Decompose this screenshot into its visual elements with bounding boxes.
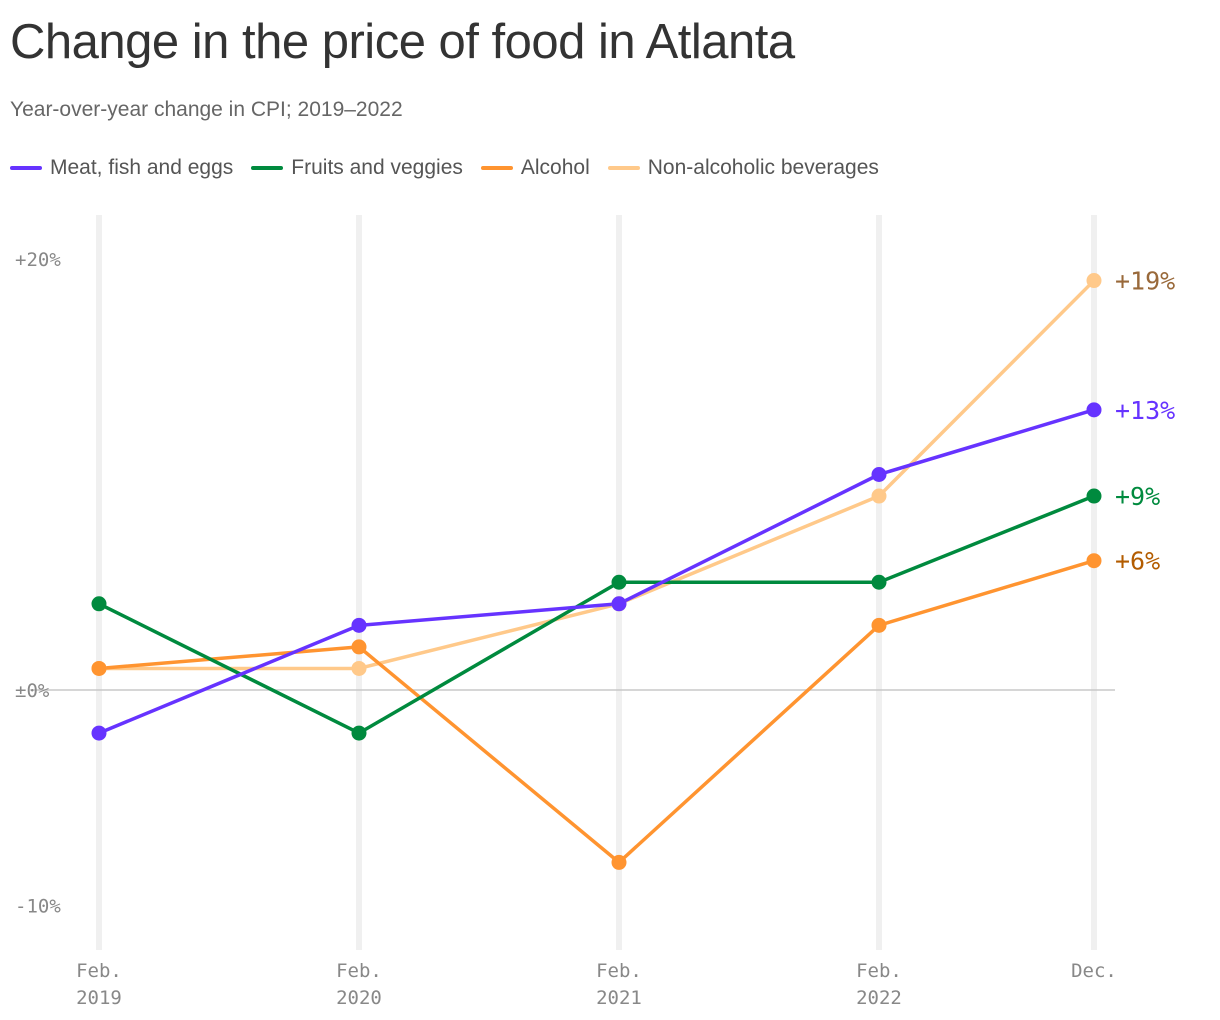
legend-item: Non-alcoholic beverages — [607, 156, 879, 180]
legend-swatch — [10, 166, 42, 170]
legend-label: Meat, fish and eggs — [50, 156, 234, 179]
legend-label: Fruits and veggies — [291, 156, 463, 179]
end-value-label: +9% — [1115, 482, 1160, 511]
legend-item: Meat, fish and eggs — [10, 156, 233, 180]
chart-subtitle: Year-over-year change in CPI; 2019–2022 — [10, 98, 403, 121]
y-tick-label: ±0% — [15, 680, 50, 702]
y-tick-label: +20% — [15, 249, 61, 271]
data-point — [91, 596, 107, 612]
data-point — [351, 725, 367, 741]
chart-title: Change in the price of food in Atlanta — [10, 15, 795, 69]
end-value-label: +19% — [1115, 267, 1175, 296]
data-point — [1086, 402, 1102, 418]
end-value-label: +13% — [1115, 396, 1175, 425]
legend: Meat, fish and eggs Fruits and veggies Alc… — [10, 156, 879, 180]
data-point — [871, 574, 887, 590]
legend-swatch — [480, 166, 513, 170]
legend-swatch — [607, 166, 640, 170]
y-tick-label: -10% — [15, 896, 61, 918]
data-point — [611, 574, 627, 590]
data-point — [1086, 273, 1102, 289]
series-line — [99, 279, 1096, 671]
series-line — [98, 408, 1095, 735]
legend-item: Alcohol — [480, 156, 590, 180]
data-point — [1086, 553, 1102, 569]
series-line — [98, 494, 1095, 735]
data-point — [91, 725, 107, 741]
data-point — [351, 617, 367, 633]
end-value-label: +6% — [1115, 547, 1160, 576]
legend-swatch — [251, 166, 284, 170]
data-point — [611, 854, 627, 870]
x-tick-label: 2019 — [76, 987, 122, 1009]
data-point — [871, 467, 887, 482]
legend-label: Alcohol — [520, 156, 590, 179]
data-point — [871, 617, 887, 633]
x-tick-label: Feb. — [76, 960, 122, 982]
data-point — [871, 488, 887, 504]
x-tick-label: 2020 — [336, 987, 382, 1009]
x-tick-label: 2022 — [856, 987, 902, 1009]
x-tick-label: Feb. — [336, 960, 382, 982]
x-tick-label: Feb. — [856, 960, 902, 982]
legend-label: Non-alcoholic beverages — [647, 156, 879, 179]
data-point — [351, 660, 367, 676]
data-point — [351, 639, 367, 655]
x-tick-label: 2021 — [596, 987, 642, 1009]
data-point — [1086, 488, 1102, 504]
data-point — [91, 660, 107, 676]
x-tick-label: Dec. — [1071, 960, 1117, 982]
x-tick-label: Feb. — [596, 960, 642, 982]
data-point — [611, 596, 627, 612]
legend-item: Fruits and veggies — [251, 156, 463, 180]
